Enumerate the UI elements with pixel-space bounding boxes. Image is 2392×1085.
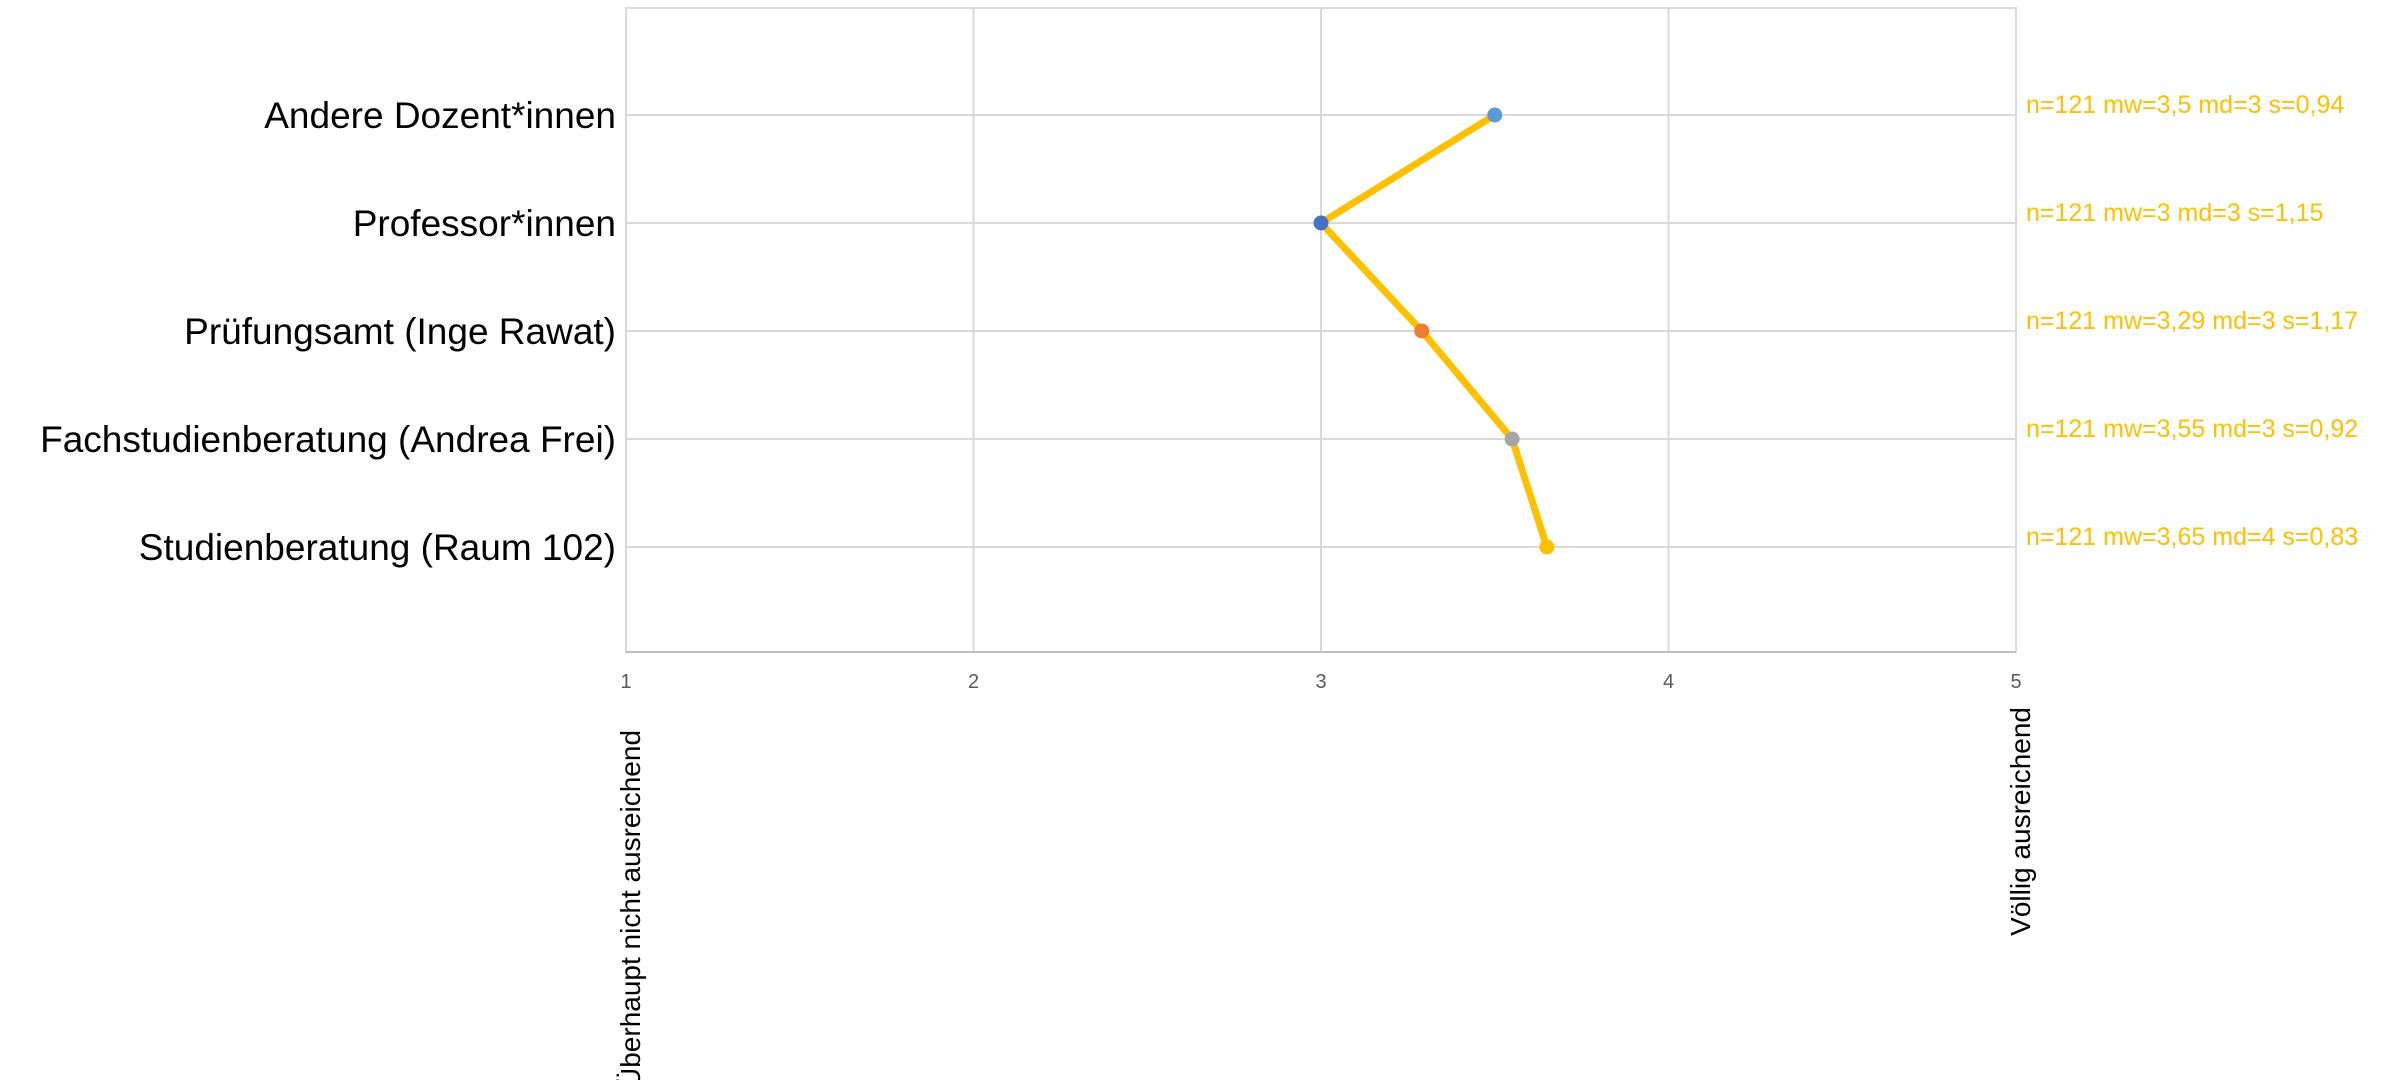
stats-label: n=121 mw=3,65 md=4 s=0,83 (2026, 523, 2358, 551)
stats-label: n=121 mw=3,55 md=3 s=0,92 (2026, 415, 2358, 443)
stats-label: n=121 mw=3,29 md=3 s=1,17 (2026, 307, 2358, 335)
stats-label: n=121 mw=3 md=3 s=1,15 (2026, 199, 2323, 227)
category-label: Professor*innen (353, 203, 616, 244)
data-point (1313, 215, 1329, 231)
category-labels: Andere Dozent*innen Professor*innen Prüfun… (40, 95, 616, 568)
x-tick-labels: 1 2 3 4 5 (620, 671, 2021, 693)
x-tick-label: 5 (2010, 671, 2021, 693)
data-point (1414, 323, 1430, 339)
category-label: Andere Dozent*innen (264, 95, 616, 136)
data-point (1539, 539, 1555, 555)
grid (625, 7, 2017, 653)
stats-label: n=121 mw=3,5 md=3 s=0,94 (2026, 91, 2344, 119)
category-label: Studienberatung (Raum 102) (139, 527, 616, 568)
x-tick-label: 2 (968, 671, 979, 693)
data-point (1487, 107, 1503, 123)
category-label: Fachstudienberatung (Andrea Frei) (40, 419, 616, 460)
x-tick-label: 3 (1315, 671, 1326, 693)
stats-labels: n=121 mw=3,5 md=3 s=0,94 n=121 mw=3 md=3 … (2026, 91, 2358, 551)
x-max-label: Völlig ausreichend (2005, 707, 2036, 936)
x-tick-label: 1 (620, 671, 631, 693)
x-tick-label: 4 (1663, 671, 1674, 693)
x-min-label: Überhaupt nicht ausreichend (615, 730, 646, 1080)
data-points (1313, 107, 1555, 555)
data-point (1504, 431, 1520, 447)
category-label: Prüfungsamt (Inge Rawat) (184, 311, 616, 352)
